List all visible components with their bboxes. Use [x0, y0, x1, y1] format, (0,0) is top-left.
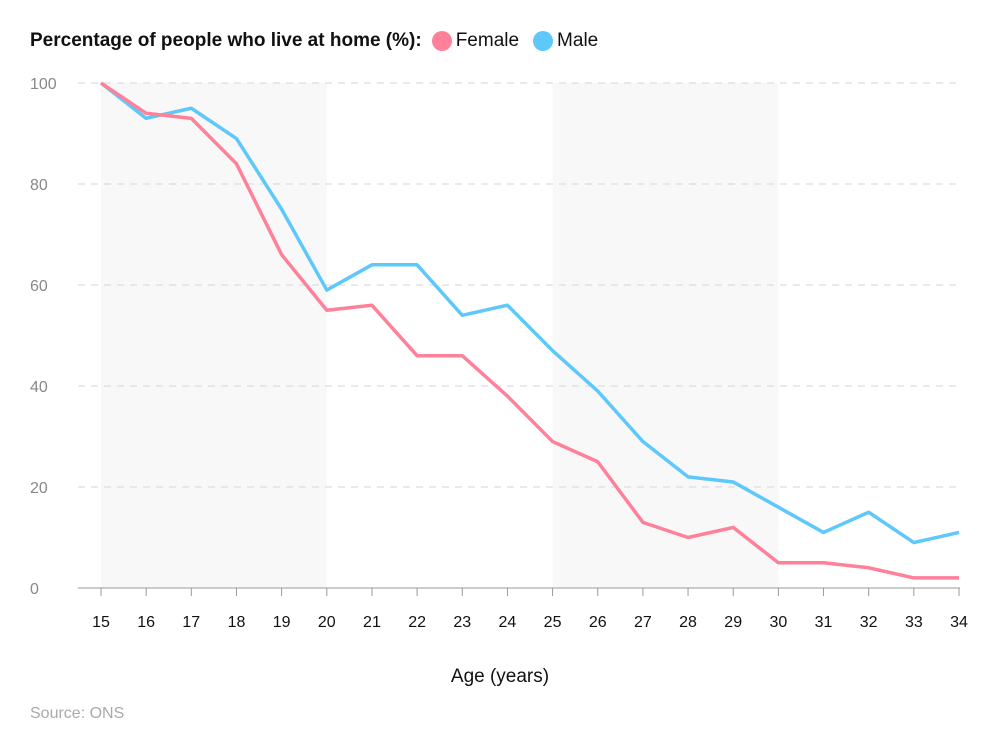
x-tick-label: 27 — [634, 614, 652, 631]
series-line-male — [99, 81, 960, 545]
legend-male-swatch — [533, 31, 554, 51]
x-tick-label: 34 — [950, 614, 968, 631]
x-tick-label: 32 — [860, 614, 878, 631]
x-tick-label: 19 — [273, 614, 291, 631]
x-tick-label: 25 — [544, 614, 562, 631]
x-tick-label: 33 — [905, 614, 923, 631]
legend-female-label: Female — [455, 30, 520, 51]
y-tick-label: 40 — [30, 379, 48, 396]
source-note: Source: ONS — [30, 705, 125, 722]
y-tick-label: 80 — [30, 177, 48, 194]
x-tick-label: 24 — [499, 614, 517, 631]
x-tick-label: 28 — [679, 614, 697, 631]
x-tick-label: 15 — [92, 614, 110, 631]
x-tick-label: 31 — [815, 614, 833, 631]
legend: Percentage of people who live at home (%… — [30, 30, 598, 52]
x-axis-title: Age (years) — [451, 666, 549, 687]
x-tick-label: 29 — [724, 614, 742, 631]
x-tick-label: 21 — [363, 614, 381, 631]
x-tick-label: 22 — [408, 614, 426, 631]
series-line-female — [100, 81, 959, 580]
chart-title: Percentage of people who live at home (%… — [30, 30, 422, 51]
y-tick-label: 60 — [30, 278, 48, 295]
x-tick-label: 23 — [453, 614, 471, 631]
legend-female-swatch — [431, 31, 452, 51]
y-tick-label: 0 — [30, 581, 39, 598]
x-tick-label: 16 — [137, 614, 155, 631]
shaded-band — [552, 83, 779, 588]
x-tick-label: 20 — [318, 614, 336, 631]
y-tick-label: 100 — [30, 76, 57, 93]
x-tick-label: 30 — [769, 614, 787, 631]
x-tick-label: 18 — [228, 614, 246, 631]
x-tick-label: 26 — [589, 614, 607, 631]
y-tick-label: 20 — [30, 480, 48, 497]
x-tick-label: 17 — [182, 614, 200, 631]
legend-male-label: Male — [557, 30, 599, 51]
shaded-band — [101, 83, 327, 588]
